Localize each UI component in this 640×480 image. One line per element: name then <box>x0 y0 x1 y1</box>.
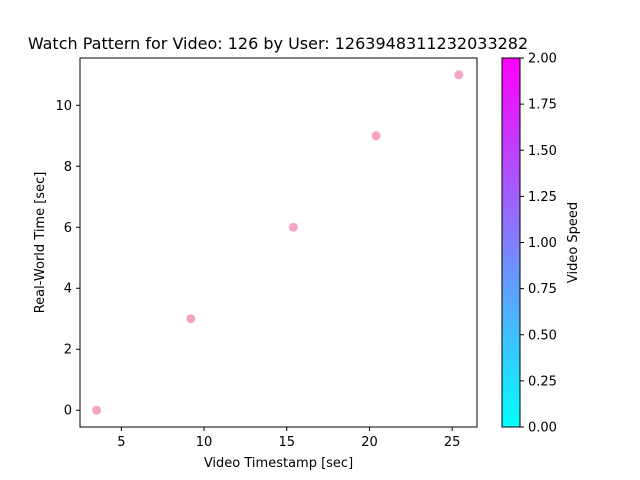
x-axis-label: Video Timestamp [sec] <box>204 456 353 471</box>
data-points <box>92 70 464 415</box>
y-tick-label: 6 <box>64 221 72 236</box>
x-tick-label: 5 <box>117 435 125 450</box>
colorbar-tick-label: 0.25 <box>528 374 557 389</box>
colorbar <box>501 57 521 428</box>
colorbar-tick-label: 0.75 <box>528 282 557 297</box>
colorbar-tick-label: 1.75 <box>528 98 557 113</box>
colorbar-tick-label: 1.25 <box>528 190 557 205</box>
y-tick-label: 8 <box>64 160 72 175</box>
x-tick-label: 15 <box>278 435 295 450</box>
data-point <box>371 131 381 141</box>
plot-area <box>79 57 478 428</box>
data-point <box>186 314 196 324</box>
y-tick-label: 0 <box>64 404 72 419</box>
x-tick-label: 25 <box>444 435 461 450</box>
data-point <box>288 222 298 232</box>
data-point <box>454 70 464 80</box>
colorbar-tick-label: 0.50 <box>528 328 557 343</box>
y-axis-label: Real-World Time [sec] <box>33 172 48 314</box>
colorbar-ticks: 0.00 0.25 0.50 0.75 1.00 1.25 1.50 1.75 2.00 <box>520 52 557 436</box>
colorbar-tick-label: 1.50 <box>528 144 557 159</box>
x-tick-label: 10 <box>196 435 213 450</box>
chart-title: Watch Pattern for Video: 126 by User: 12… <box>28 34 528 53</box>
y-tick-label: 2 <box>64 343 72 358</box>
colorbar-tick-label: 1.00 <box>528 236 557 251</box>
data-point <box>92 405 102 415</box>
x-axis-ticks: 5 10 15 20 25 <box>117 427 460 450</box>
colorbar-tick-label: 0.00 <box>528 421 557 436</box>
y-axis-ticks: 0 2 4 6 8 10 <box>55 99 80 419</box>
colorbar-label: Video Speed <box>566 202 581 283</box>
y-tick-label: 4 <box>64 282 72 297</box>
x-tick-label: 20 <box>361 435 378 450</box>
y-tick-label: 10 <box>55 99 72 114</box>
colorbar-tick-label: 2.00 <box>528 52 557 67</box>
